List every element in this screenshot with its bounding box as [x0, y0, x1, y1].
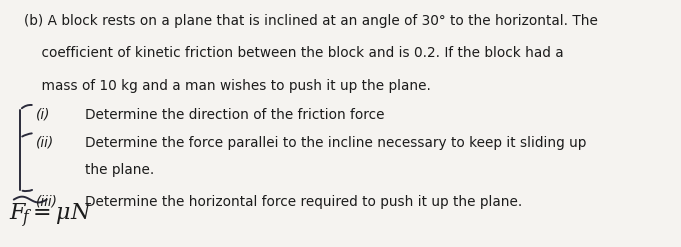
Text: (ii): (ii) — [36, 136, 54, 150]
Text: Determine the direction of the friction force: Determine the direction of the friction … — [85, 108, 385, 122]
Text: Determine the force parallei to the incline necessary to keep it sliding up: Determine the force parallei to the incl… — [85, 136, 586, 150]
Text: (iii): (iii) — [36, 195, 59, 209]
Text: Determine the horizontal force required to push it up the plane.: Determine the horizontal force required … — [85, 195, 522, 209]
Text: mass of 10 kg and a man wishes to push it up the plane.: mass of 10 kg and a man wishes to push i… — [24, 79, 431, 93]
Text: $\mathit{F}_{\!f} = \mu N$: $\mathit{F}_{\!f} = \mu N$ — [9, 202, 92, 230]
Text: (i): (i) — [36, 108, 51, 122]
Text: coefficient of kinetic friction between the block and is 0.2. If the block had a: coefficient of kinetic friction between … — [24, 46, 564, 60]
Text: the plane.: the plane. — [85, 163, 155, 177]
Text: (b) A block rests on a plane that is inclined at an angle of 30° to the horizont: (b) A block rests on a plane that is inc… — [24, 14, 598, 28]
